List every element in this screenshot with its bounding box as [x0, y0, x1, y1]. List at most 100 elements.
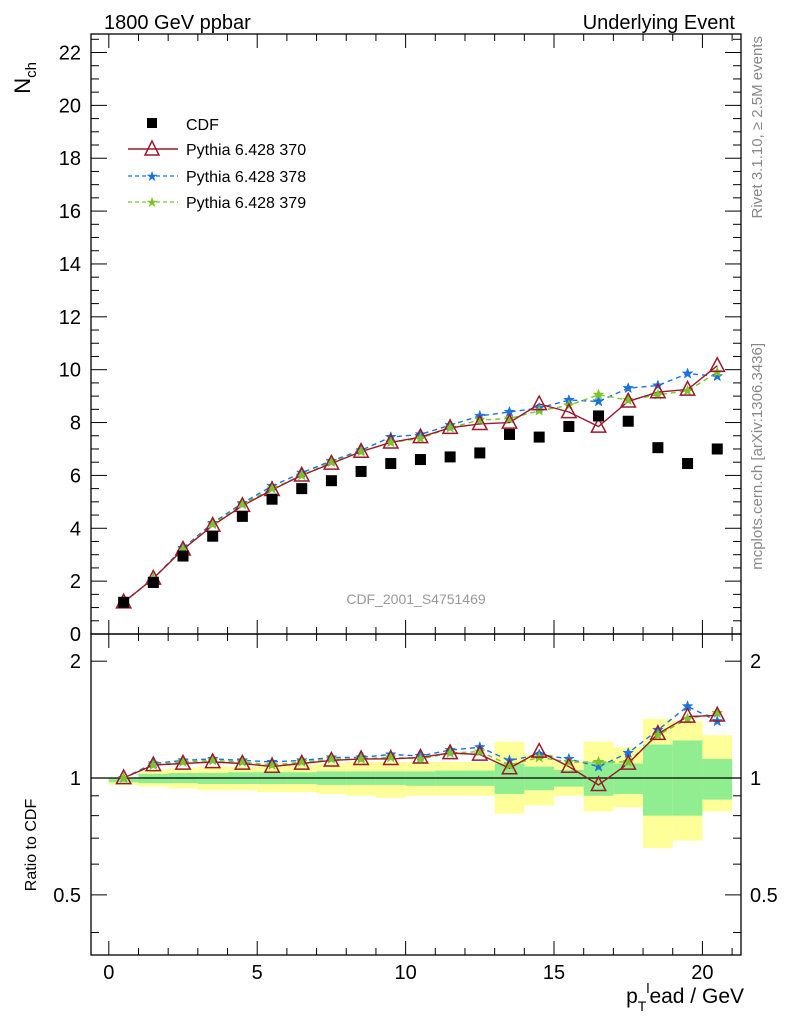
ratio-point-s1-1: [144, 755, 162, 772]
header-right-title: Underlying Event: [583, 12, 736, 34]
point-s3-12: [473, 413, 486, 425]
point-cdf-17: [622, 415, 634, 427]
ratio-point-s3-3: [206, 754, 219, 766]
band-green-20: [702, 758, 733, 800]
ratio-point-s3-2: [177, 755, 189, 767]
point-cdf-20: [711, 443, 723, 455]
legend-378-label: Pythia 6.428 378: [186, 169, 306, 186]
y-tick-label-5: 10: [59, 360, 81, 382]
point-cdf-7: [325, 475, 337, 487]
ratio-tick-label-left-0: 0.5: [53, 885, 81, 907]
legend-370-label: Pythia 6.428 370: [186, 142, 306, 159]
y-axis-label: Nch: [10, 62, 40, 94]
legend: CDF Pythia 6.428 370 ★ Pythia 6.428 378 …: [128, 117, 306, 212]
x-axis-label: pTlead / GeV: [626, 980, 744, 1014]
point-cdf-14: [533, 431, 545, 443]
point-s1-8: [352, 442, 370, 458]
point-s3-3: [206, 518, 219, 530]
point-s1-18: [649, 382, 667, 399]
y-axis-label-main: N: [10, 78, 35, 94]
point-cdf-5: [266, 493, 278, 505]
x-tick-label-2: 10: [394, 962, 416, 984]
point-s1-13: [501, 412, 518, 429]
legend-370-marker: [143, 139, 161, 156]
ratio-point-s3-9: [384, 751, 397, 763]
mcplots-label: mcplots.cern.ch [arXiv:1306.3436]: [749, 343, 766, 570]
series-marks: [115, 356, 726, 609]
ratio-point-s1-4: [233, 753, 251, 770]
ratio-point-s1-16: [590, 775, 607, 792]
point-cdf-15: [563, 421, 575, 433]
point-s2-16: [592, 395, 605, 407]
analysis-watermark: CDF_2001_S4751469: [346, 591, 486, 607]
ratio-tick-label-left-2: 2: [70, 651, 81, 673]
point-cdf-10: [414, 454, 426, 466]
ratio-point-s3-5: [266, 758, 278, 771]
ratio-tick-label-right-1: 1: [750, 768, 761, 790]
point-s1-19: [679, 379, 697, 396]
point-s1-11: [441, 418, 459, 435]
legend-cdf-marker: [147, 118, 157, 128]
ratio-point-s1-19: [679, 706, 697, 723]
point-s1-16: [590, 416, 607, 433]
y-tick-label-3: 6: [70, 465, 81, 487]
y-axis-label-sub: ch: [23, 62, 40, 78]
ratio-tick-label-left-1: 1: [70, 768, 81, 790]
ratio-frame: [90, 633, 742, 956]
series-line-2: [123, 372, 718, 603]
y-tick-label-4: 8: [70, 413, 81, 435]
ratio-point-s1-9: [382, 749, 400, 766]
y-tick-label-9: 18: [59, 148, 81, 170]
point-cdf-18: [652, 442, 664, 454]
ratio-point-s3-7: [325, 752, 338, 764]
ratio-point-s3-17: [622, 755, 635, 767]
x-tick-label-0: 0: [103, 962, 114, 984]
y-tick-label-0: 0: [70, 624, 81, 646]
point-s1-20: [708, 356, 726, 373]
point-cdf-11: [444, 451, 456, 463]
ratio-point-s1-14: [530, 741, 548, 758]
ratio-point-s1-7: [322, 750, 340, 767]
point-s1-6: [293, 465, 311, 482]
ratio-tick-label-right-0: 0.5: [750, 885, 778, 907]
ratio-point-s1-11: [441, 743, 459, 760]
ratio-point-s1-20: [708, 705, 726, 722]
point-cdf-16: [593, 410, 605, 422]
ratio-point-s3-20: [711, 706, 724, 719]
y-tick-label-7: 14: [59, 254, 81, 276]
legend-378-marker: ★: [146, 168, 159, 184]
x-tick-label-4: 20: [691, 962, 713, 984]
ratio-point-s1-3: [204, 752, 222, 769]
point-s3-13: [503, 412, 516, 424]
point-s3-17: [622, 393, 635, 406]
ratio-bands: [108, 718, 733, 849]
ratio-point-s1-6: [293, 753, 311, 770]
ratio-point-s1-15: [560, 757, 578, 773]
ratio-point-s1-0: [115, 768, 133, 785]
band-green-18: [643, 744, 673, 816]
y-tick-label-8: 16: [59, 201, 81, 223]
y-tick-label-2: 4: [70, 518, 81, 540]
ratio-tick-label-right-2: 2: [750, 651, 761, 673]
ratio-point-s1-12: [471, 744, 489, 761]
point-s1-15: [560, 402, 578, 419]
point-s2-20: [711, 370, 724, 382]
point-s3-4: [236, 498, 249, 510]
point-s1-12: [471, 414, 489, 431]
point-s1-7: [322, 453, 340, 470]
point-cdf-2: [177, 550, 189, 562]
ratio-point-s1-10: [412, 747, 429, 764]
header-left-title: 1800 GeV ppbar: [104, 12, 251, 34]
point-s3-5: [266, 482, 279, 494]
y-tick-label-1: 2: [70, 571, 81, 593]
band-green-17: [613, 763, 644, 794]
ratio-point-s1-18: [649, 724, 667, 741]
ratio-point-s1-17: [619, 753, 637, 770]
point-s3-7: [325, 455, 338, 468]
point-s1-17: [619, 391, 637, 408]
point-s1-10: [412, 427, 429, 444]
point-s2-19: [681, 367, 694, 379]
